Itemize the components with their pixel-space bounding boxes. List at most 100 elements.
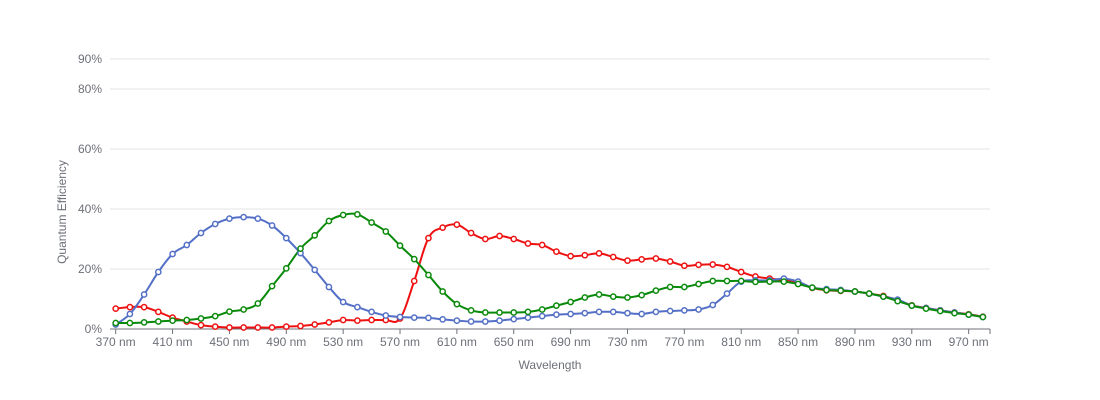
data-point[interactable] <box>453 300 461 308</box>
data-point[interactable] <box>865 290 873 297</box>
data-point[interactable] <box>496 232 503 240</box>
data-point[interactable] <box>567 252 574 260</box>
data-point[interactable] <box>567 298 574 306</box>
data-point[interactable] <box>425 271 432 279</box>
data-point[interactable] <box>695 280 702 288</box>
data-point[interactable] <box>666 258 674 265</box>
data-point[interactable] <box>453 221 461 228</box>
data-point[interactable] <box>368 316 375 324</box>
data-point[interactable] <box>282 323 290 330</box>
data-point[interactable] <box>325 319 333 326</box>
data-point[interactable] <box>624 257 631 264</box>
data-point[interactable] <box>140 303 148 311</box>
data-point[interactable] <box>112 319 120 327</box>
data-point[interactable] <box>254 300 262 307</box>
data-point[interactable] <box>496 309 503 316</box>
data-point[interactable] <box>410 255 418 263</box>
data-point[interactable] <box>282 234 290 242</box>
data-point[interactable] <box>524 240 532 247</box>
data-point[interactable] <box>709 277 717 285</box>
data-point[interactable] <box>510 309 518 316</box>
data-point[interactable] <box>140 319 148 326</box>
data-point[interactable] <box>908 302 916 309</box>
data-point[interactable] <box>538 306 546 313</box>
data-point[interactable] <box>652 287 660 294</box>
data-point[interactable] <box>311 266 319 274</box>
data-point[interactable] <box>183 241 191 249</box>
data-point[interactable] <box>226 215 233 222</box>
data-point[interactable] <box>595 291 603 298</box>
data-point[interactable] <box>211 220 219 228</box>
data-point[interactable] <box>723 263 731 271</box>
data-point[interactable] <box>737 277 745 285</box>
data-point[interactable] <box>382 312 390 319</box>
data-point[interactable] <box>624 294 631 301</box>
data-point[interactable] <box>439 224 447 231</box>
data-point[interactable] <box>951 309 958 317</box>
data-point[interactable] <box>282 265 290 272</box>
data-point[interactable] <box>481 235 489 243</box>
data-point[interactable] <box>510 315 518 323</box>
data-point[interactable] <box>254 215 262 222</box>
data-point[interactable] <box>794 280 802 288</box>
data-point[interactable] <box>652 308 660 316</box>
data-point[interactable] <box>354 303 361 311</box>
data-point[interactable] <box>581 309 589 317</box>
data-point[interactable] <box>567 310 574 318</box>
data-point[interactable] <box>595 250 603 257</box>
data-point[interactable] <box>439 316 447 323</box>
data-point[interactable] <box>595 308 603 316</box>
data-point[interactable] <box>169 250 176 258</box>
data-point[interactable] <box>254 324 262 331</box>
data-point[interactable] <box>197 229 205 237</box>
data-point[interactable] <box>240 213 247 221</box>
data-point[interactable] <box>538 241 546 249</box>
data-point[interactable] <box>410 277 418 285</box>
data-point[interactable] <box>979 313 987 321</box>
data-point[interactable] <box>609 253 617 261</box>
data-point[interactable] <box>837 287 845 294</box>
data-point[interactable] <box>211 323 219 330</box>
data-point[interactable] <box>126 319 134 327</box>
data-point[interactable] <box>638 310 646 318</box>
data-point[interactable] <box>666 283 674 291</box>
data-point[interactable] <box>453 317 461 324</box>
data-point[interactable] <box>112 305 120 312</box>
data-point[interactable] <box>894 297 901 305</box>
data-point[interactable] <box>126 303 134 311</box>
data-point[interactable] <box>197 321 205 329</box>
data-point[interactable] <box>297 322 304 330</box>
data-point[interactable] <box>851 288 859 295</box>
data-point[interactable] <box>723 277 731 285</box>
data-point[interactable] <box>524 314 532 321</box>
data-point[interactable] <box>339 316 347 324</box>
data-point[interactable] <box>425 314 432 322</box>
data-point[interactable] <box>553 302 560 309</box>
data-point[interactable] <box>638 291 646 299</box>
data-point[interactable] <box>169 317 176 324</box>
data-point[interactable] <box>624 309 631 317</box>
data-point[interactable] <box>666 307 674 315</box>
data-point[interactable] <box>737 268 745 276</box>
data-point[interactable] <box>368 308 375 316</box>
data-point[interactable] <box>140 291 148 298</box>
data-point[interactable] <box>268 282 276 290</box>
data-point[interactable] <box>538 312 546 320</box>
data-point[interactable] <box>439 288 447 295</box>
data-point[interactable] <box>680 283 688 291</box>
data-point[interactable] <box>709 301 717 309</box>
data-point[interactable] <box>154 318 162 325</box>
data-point[interactable] <box>553 248 560 255</box>
data-point[interactable] <box>382 228 390 235</box>
data-point[interactable] <box>553 311 560 318</box>
data-point[interactable] <box>510 235 518 243</box>
data-point[interactable] <box>766 278 773 285</box>
data-point[interactable] <box>823 286 830 294</box>
data-point[interactable] <box>268 222 276 229</box>
data-point[interactable] <box>467 307 475 314</box>
data-point[interactable] <box>496 317 503 324</box>
data-point[interactable] <box>524 308 532 316</box>
data-point[interactable] <box>680 262 688 270</box>
data-point[interactable] <box>922 305 930 312</box>
data-point[interactable] <box>709 261 717 268</box>
